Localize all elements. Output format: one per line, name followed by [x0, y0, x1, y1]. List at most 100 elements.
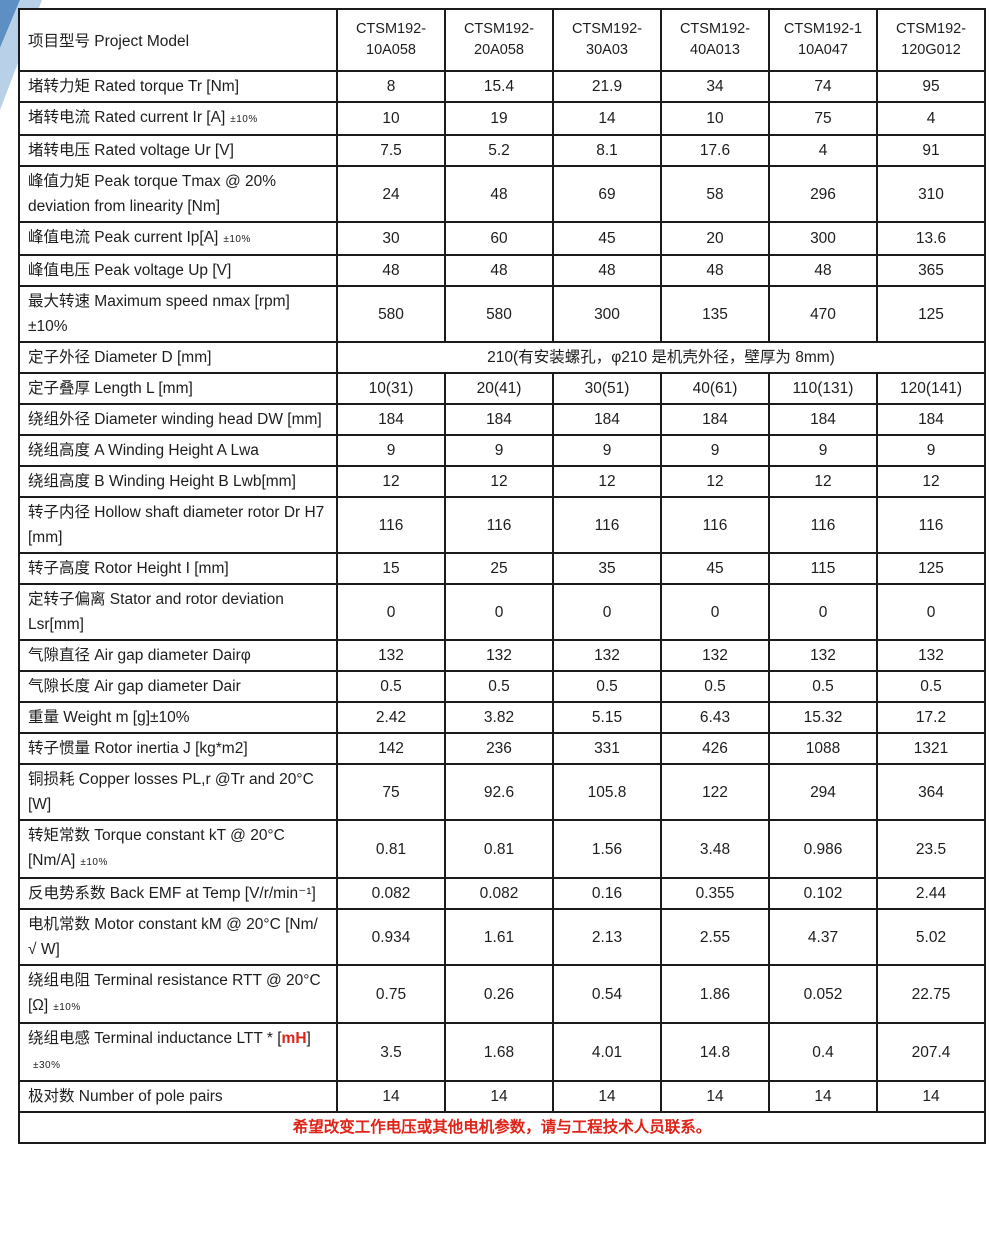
value-cell: 95	[876, 70, 986, 103]
row-label: 堵转电压 Rated voltage Ur [V]	[18, 134, 338, 167]
value-cell: 0.5	[444, 670, 554, 703]
value-cell: 132	[768, 639, 878, 672]
value-cell: 2.42	[336, 701, 446, 734]
value-cell: 14.8	[660, 1022, 770, 1082]
tolerance-note: ±30%	[33, 1060, 61, 1071]
table-row: 峰值电流 Peak current Ip[A] ±10% 30 60 45 20 300 13…	[18, 221, 986, 256]
value-cell: 4	[768, 134, 878, 167]
table-row: 峰值力矩 Peak torque Tmax @ 20% deviation fr…	[18, 165, 986, 223]
row-label: 定子外径 Diameter D [mm]	[18, 341, 338, 374]
value-cell: 0.355	[660, 877, 770, 910]
corner-stripe-dark	[0, 0, 20, 48]
tolerance-note: ±10%	[53, 1002, 81, 1013]
value-cell: 294	[768, 763, 878, 821]
value-cell: 14	[660, 1080, 770, 1113]
table-row: 定子叠厚 Length L [mm] 10(31) 20(41) 30(51) 40(6…	[18, 372, 986, 405]
row-label-red-unit: mH	[281, 1030, 307, 1047]
row-label: 气隙长度 Air gap diameter Dair	[18, 670, 338, 703]
table-row: 堵转电压 Rated voltage Ur [V] 7.5 5.2 8.1 17.6 4 9…	[18, 134, 986, 167]
spec-table-body: 堵转力矩 Rated torque Tr [Nm] 8 15.4 21.9 34 74 95…	[18, 70, 986, 1113]
value-cell: 21.9	[552, 70, 662, 103]
row-label: 转子内径 Hollow shaft diameter rotor Dr H7 […	[18, 496, 338, 554]
value-cell: 184	[444, 403, 554, 436]
value-cell: 105.8	[552, 763, 662, 821]
value-cell: 9	[660, 434, 770, 467]
value-cell: 12	[660, 465, 770, 498]
value-cell: 470	[768, 285, 878, 343]
value-cell: 132	[444, 639, 554, 672]
value-cell: 116	[552, 496, 662, 554]
tolerance-note: ±10%	[230, 114, 258, 125]
datasheet-table-container: 项目型号 Project Model CTSM192- 10A058 CTSM1…	[18, 8, 986, 1144]
value-cell: 22.75	[876, 964, 986, 1024]
value-cell: 14	[768, 1080, 878, 1113]
value-cell: 365	[876, 254, 986, 287]
header-row: 项目型号 Project Model CTSM192- 10A058 CTSM1…	[18, 8, 986, 72]
value-cell: 9	[444, 434, 554, 467]
row-label: 定转子偏离 Stator and rotor deviation Lsr[mm]	[18, 583, 338, 641]
row-label-text: 铜损耗 Copper losses PL,r @Tr and 20°C [W]	[28, 771, 314, 813]
value-cell: 10	[660, 101, 770, 136]
value-cell: 0.81	[444, 819, 554, 879]
value-cell: 12	[444, 465, 554, 498]
value-cell: 236	[444, 732, 554, 765]
value-cell: 184	[876, 403, 986, 436]
value-cell: 48	[444, 254, 554, 287]
row-label-text: 堵转电流 Rated current Ir [A]	[28, 109, 226, 126]
value-cell: 48	[768, 254, 878, 287]
table-row: 极对数 Number of pole pairs 14 14 14 14 14 14	[18, 1080, 986, 1113]
value-cell: 14	[876, 1080, 986, 1113]
row-label: 定子叠厚 Length L [mm]	[18, 372, 338, 405]
row-label-text: 绕组电感 Terminal inductance LTT * [	[28, 1030, 282, 1047]
row-label: 极对数 Number of pole pairs	[18, 1080, 338, 1113]
table-row: 气隙长度 Air gap diameter Dair 0.5 0.5 0.5 0.5 0.…	[18, 670, 986, 703]
value-cell: 0.052	[768, 964, 878, 1024]
row-label-text: 堵转力矩 Rated torque Tr [Nm]	[28, 78, 240, 95]
value-cell: 116	[660, 496, 770, 554]
value-cell: 135	[660, 285, 770, 343]
value-cell: 12	[552, 465, 662, 498]
row-label-text: 最大转速 Maximum speed nmax [rpm] ±10%	[28, 293, 290, 335]
value-cell: 75	[336, 763, 446, 821]
row-label: 绕组外径 Diameter winding head DW [mm]	[18, 403, 338, 436]
table-row: 转矩常数 Torque constant kT @ 20°C [Nm/A] ±10…	[18, 819, 986, 879]
row-label-text: 气隙长度 Air gap diameter Dair	[28, 678, 241, 695]
value-cell: 1.86	[660, 964, 770, 1024]
value-cell: 9	[876, 434, 986, 467]
table-row: 重量 Weight m [g]±10% 2.42 3.82 5.15 6.43 15.32…	[18, 701, 986, 734]
value-cell: 310	[876, 165, 986, 223]
model-column-header: CTSM192- 10A058	[336, 8, 446, 72]
value-cell: 0.75	[336, 964, 446, 1024]
row-label-text: 绕组电阻 Terminal resistance RTT @ 20°C [Ω]	[28, 972, 321, 1014]
value-cell: 0.082	[444, 877, 554, 910]
table-row: 绕组外径 Diameter winding head DW [mm] 184 184…	[18, 403, 986, 436]
merged-value-cell: 210(有安装螺孔，φ210 是机壳外径，壁厚为 8mm)	[336, 341, 986, 374]
value-cell: 8.1	[552, 134, 662, 167]
value-cell: 5.02	[876, 908, 986, 966]
table-row: 堵转电流 Rated current Ir [A] ±10% 10 19 14 10 75 4	[18, 101, 986, 136]
model-column-header: CTSM192- 40A013	[660, 8, 770, 72]
value-cell: 40(61)	[660, 372, 770, 405]
value-cell: 1088	[768, 732, 878, 765]
value-cell: 120(141)	[876, 372, 986, 405]
value-cell: 75	[768, 101, 878, 136]
row-label: 铜损耗 Copper losses PL,r @Tr and 20°C [W]	[18, 763, 338, 821]
value-cell: 2.44	[876, 877, 986, 910]
value-cell: 1.56	[552, 819, 662, 879]
row-label: 最大转速 Maximum speed nmax [rpm] ±10%	[18, 285, 338, 343]
value-cell: 122	[660, 763, 770, 821]
value-cell: 0.934	[336, 908, 446, 966]
row-label-text: 峰值电流 Peak current Ip[A]	[28, 229, 219, 246]
value-cell: 4.37	[768, 908, 878, 966]
row-label-text: 绕组高度 A Winding Height A Lwa	[28, 442, 259, 459]
value-cell: 25	[444, 552, 554, 585]
value-cell: 0	[552, 583, 662, 641]
value-cell: 2.55	[660, 908, 770, 966]
value-cell: 0	[660, 583, 770, 641]
row-label-text: 反电势系数 Back EMF at Temp [V/r/min⁻¹]	[28, 885, 316, 902]
row-label-text: 转子高度 Rotor Height I [mm]	[28, 560, 229, 577]
value-cell: 0.082	[336, 877, 446, 910]
value-cell: 0.16	[552, 877, 662, 910]
value-cell: 3.82	[444, 701, 554, 734]
value-cell: 30	[336, 221, 446, 256]
